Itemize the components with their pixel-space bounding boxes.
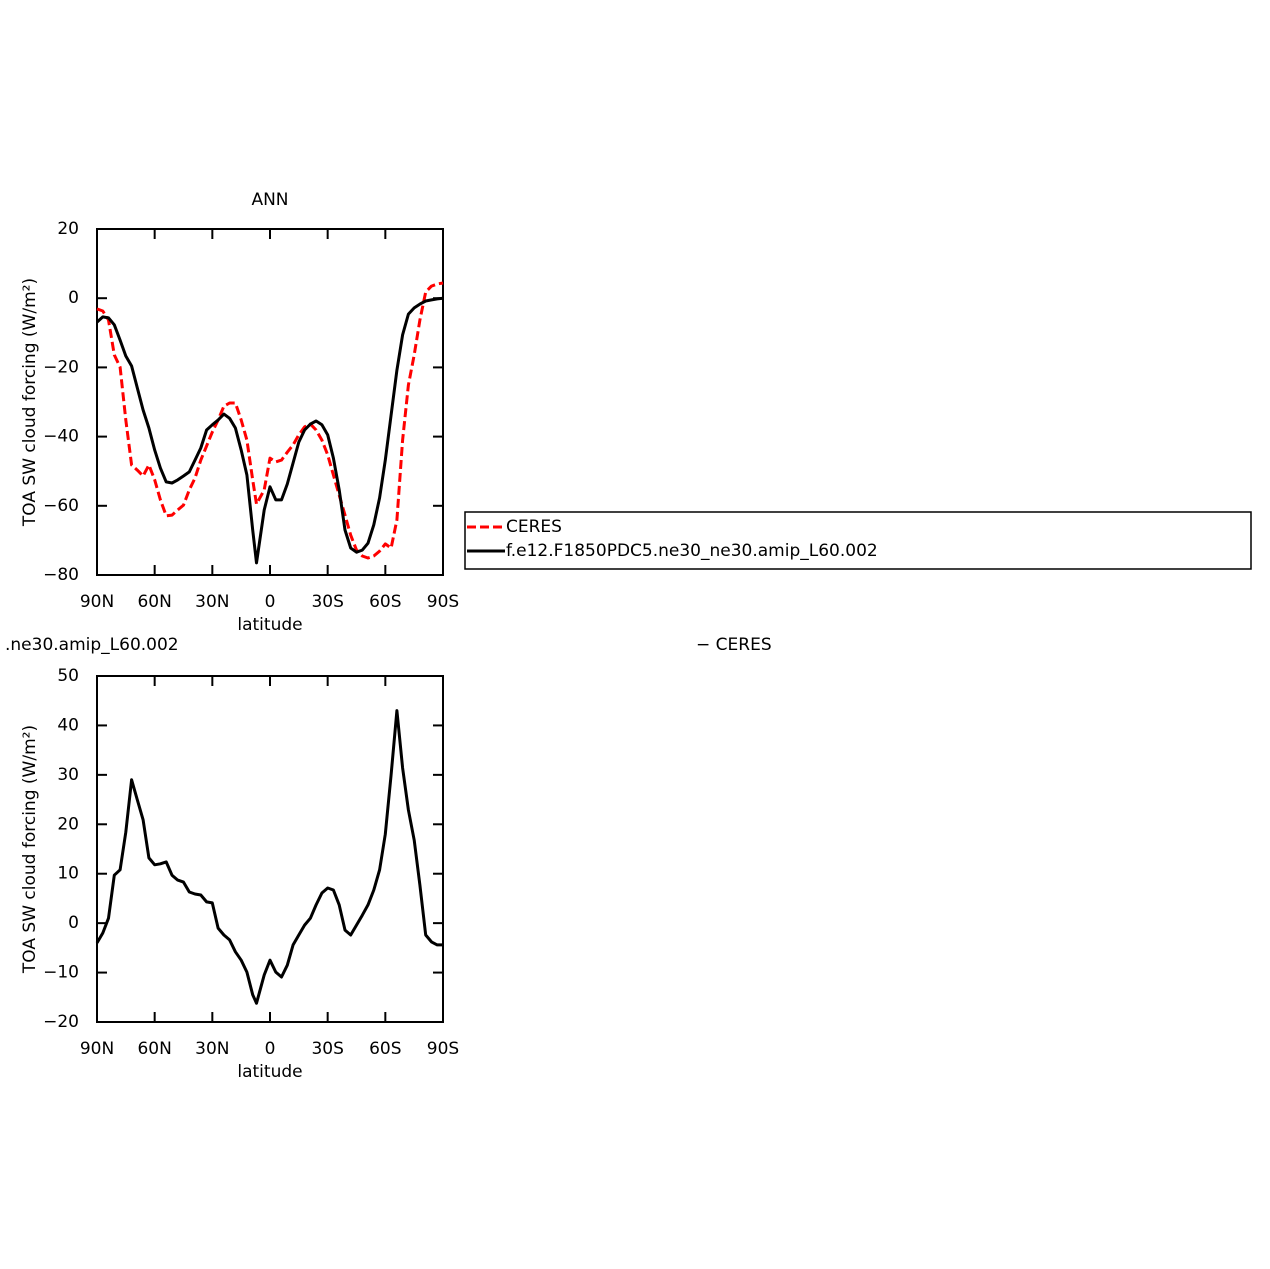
legend-box — [464, 511, 1252, 570]
x-tick-label: 60N — [137, 1039, 171, 1059]
y-axis-label: TOA SW cloud forcing (W/m²) — [20, 725, 40, 974]
y-tick-label: 0 — [68, 288, 79, 308]
series-line — [95, 296, 444, 565]
x-tick-label: 30S — [311, 1039, 343, 1059]
x-tick-label: 90S — [427, 1039, 459, 1059]
y-tick-label: 50 — [57, 666, 79, 686]
x-tick-label: 90N — [80, 1039, 114, 1059]
x-axis-label: latitude — [237, 1062, 302, 1082]
chart-title: − CERES — [696, 635, 772, 655]
x-tick-label: 30S — [311, 592, 343, 612]
y-axis-label: TOA SW cloud forcing (W/m²) — [20, 278, 40, 527]
y-tick-label: 20 — [57, 814, 79, 834]
series-line — [96, 281, 444, 560]
chart-title: ANN — [251, 190, 288, 210]
x-tick-label: 0 — [265, 592, 276, 612]
x-tick-label: 30N — [195, 1039, 229, 1059]
plot-frame — [96, 228, 444, 576]
series-line — [95, 709, 443, 1005]
y-tick-label: −20 — [43, 1012, 79, 1032]
y-tick-label: −10 — [43, 963, 79, 983]
y-tick-label: 10 — [57, 864, 79, 884]
x-tick-label: 60N — [137, 592, 171, 612]
y-tick-label: 40 — [57, 715, 79, 735]
y-tick-label: −40 — [43, 427, 79, 447]
y-tick-label: 20 — [57, 219, 79, 239]
y-tick-label: −20 — [43, 357, 79, 377]
y-tick-label: 0 — [68, 913, 79, 933]
y-tick-label: −80 — [43, 565, 79, 585]
x-tick-label: 30N — [195, 592, 229, 612]
x-tick-label: 60S — [369, 592, 401, 612]
x-tick-label: 90N — [80, 592, 114, 612]
x-tick-label: 90S — [427, 592, 459, 612]
legend-label: CERES — [506, 517, 562, 537]
x-tick-label: 60S — [369, 1039, 401, 1059]
x-axis-label: latitude — [237, 615, 302, 635]
legend-label: f.e12.F1850PDC5.ne30_ne30.amip_L60.002 — [506, 541, 878, 561]
y-tick-label: −60 — [43, 496, 79, 516]
x-tick-label: 0 — [265, 1039, 276, 1059]
chart-title: .ne30.amip_L60.002 — [5, 635, 179, 655]
y-tick-label: 30 — [57, 765, 79, 785]
